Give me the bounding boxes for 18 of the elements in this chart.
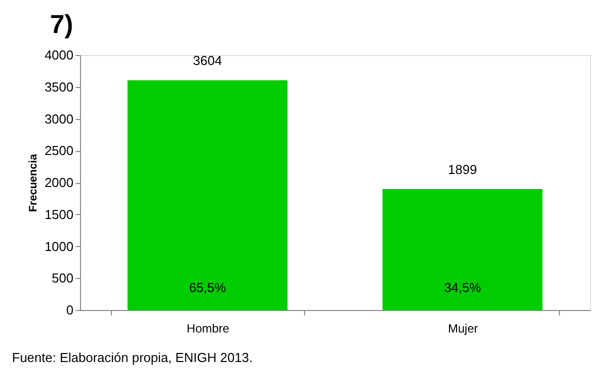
chart-title: 7) xyxy=(50,9,74,39)
y-tick-label: 3000 xyxy=(44,111,74,126)
y-axis-title: Frecuencia xyxy=(28,153,40,212)
y-tick-label: 3500 xyxy=(44,79,74,94)
x-tick-label: Hombre xyxy=(186,322,230,336)
y-tick-label: 500 xyxy=(52,270,74,286)
y-tick-label: 2000 xyxy=(44,175,74,190)
y-tick-label: 1500 xyxy=(44,206,74,222)
x-tick-label: Mujer xyxy=(448,322,478,336)
y-tick-label: 1000 xyxy=(44,238,74,254)
data-label: 1899 xyxy=(448,162,477,177)
y-tick-label: 0 xyxy=(66,302,74,318)
y-tick-label: 2500 xyxy=(44,143,74,158)
data-label: 3604 xyxy=(193,53,222,68)
annotation: 65,5% xyxy=(189,280,226,295)
annotation: 34,5% xyxy=(444,280,482,295)
y-tick-label: 4000 xyxy=(44,48,74,62)
source-note: Fuente: Elaboración propia, ENIGH 2013. xyxy=(12,350,253,365)
